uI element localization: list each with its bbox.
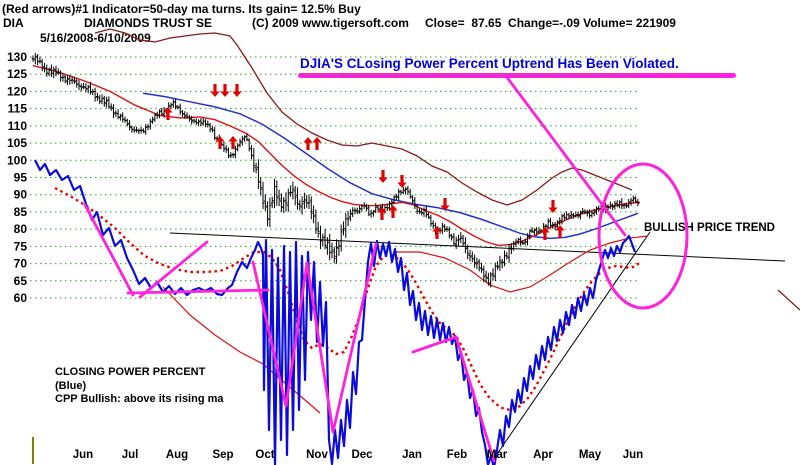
x-tick-label: Sep — [212, 449, 233, 461]
highlight-ellipse — [597, 162, 689, 310]
y-tick-label: 60 — [14, 291, 28, 305]
price-trendline — [169, 232, 786, 262]
x-tick-label: Nov — [306, 449, 328, 461]
x-tick-label: Dec — [351, 449, 373, 461]
lower-band-line — [395, 235, 649, 293]
buy-arrow-icon — [312, 137, 322, 150]
magenta-trendline — [454, 335, 496, 463]
y-tick-label: 90 — [14, 188, 28, 202]
buy-arrow-icon — [303, 137, 313, 150]
upper-band-line — [94, 28, 633, 206]
cpp-label-line3: CPP Bullish: above its rising ma — [55, 393, 224, 405]
buy-arrow-icon — [377, 207, 387, 220]
bullish-price-trend-label: BULLISH PRICE TREND — [644, 222, 775, 234]
y-tick-label: 110 — [8, 119, 28, 133]
magenta-trendline — [504, 74, 627, 237]
annotation-underline — [298, 73, 736, 78]
cpp-ma-dotted-line — [54, 186, 641, 412]
magenta-trendline — [284, 261, 309, 408]
y-tick-label: 130 — [7, 50, 27, 64]
y-tick-label: 95 — [14, 171, 28, 185]
y-tick-label: 115 — [8, 102, 28, 116]
buy-arrow-icon — [388, 205, 398, 218]
closing-power-line — [34, 159, 637, 465]
magenta-trendline — [83, 203, 135, 297]
magenta-trendline — [331, 242, 378, 434]
x-tick-label: Oct — [255, 449, 274, 461]
ticker-symbol: DIA — [3, 16, 24, 30]
buy-arrow-icon — [228, 136, 238, 149]
x-tick-label: Apr — [533, 449, 553, 461]
long-ma-line — [142, 92, 639, 240]
buy-arrow-icon — [432, 226, 442, 239]
magenta-trendline — [251, 260, 288, 408]
y-tick-label: 100 — [7, 153, 27, 167]
price-ohlc-bars — [31, 53, 640, 288]
y-tick-label: 105 — [7, 136, 27, 150]
x-tick-label: Jun — [623, 449, 643, 461]
buy-arrow-icon — [555, 225, 565, 238]
buy-arrow-icon — [540, 227, 550, 240]
y-tick-label: 125 — [7, 67, 27, 81]
x-tick-label: Jan — [402, 449, 422, 461]
band-stub-line — [777, 289, 800, 311]
x-tick-label: Mar — [487, 449, 508, 461]
cpp-label-line2: (Blue) — [55, 379, 87, 392]
sell-arrow-icon — [378, 170, 388, 183]
quote-readout: Close= 87.65 Change=-.09 Volume= 221909 — [425, 16, 676, 30]
x-tick-label: Jun — [73, 449, 93, 461]
sell-arrow-icon — [232, 84, 242, 97]
ma50-line — [32, 64, 641, 247]
date-range: 5/16/2008-6/10/2009 — [40, 31, 151, 45]
y-tick-label: 85 — [14, 205, 28, 219]
y-tick-label: 65 — [14, 274, 28, 288]
y-tick-label: 120 — [7, 84, 27, 98]
magenta-trendline — [411, 335, 458, 354]
buy-arrow-icon — [163, 107, 173, 120]
sell-arrow-icon — [440, 198, 450, 211]
x-tick-label: Jul — [122, 449, 139, 461]
sell-arrow-icon — [210, 84, 220, 97]
x-tick-label: May — [579, 449, 602, 461]
copyright-text: (C) 2009 www.tigersoft.com — [252, 16, 409, 30]
price-trendline — [494, 231, 651, 458]
violation-annotation: DJIA'S CLosing Power Percent Uptrend Has… — [300, 56, 679, 71]
x-tick-label: Feb — [447, 449, 467, 461]
lower-band-left-line — [162, 286, 321, 414]
security-name: DIAMONDS TRUST SE — [84, 16, 213, 30]
cpp-label-line1: CLOSING POWER PERCENT — [55, 366, 206, 378]
buy-arrow-icon — [215, 136, 225, 149]
y-tick-label: 80 — [14, 222, 28, 236]
sell-arrow-icon — [220, 84, 230, 97]
magenta-trendline — [305, 261, 335, 434]
magenta-trendline — [138, 240, 209, 299]
y-tick-label: 75 — [14, 239, 28, 253]
magenta-trendline — [126, 288, 270, 295]
y-tick-label: 70 — [14, 257, 28, 271]
sell-arrow-icon — [548, 200, 558, 213]
signal-summary-text: (Red arrows)#1 Indicator=50-day ma turns… — [2, 2, 361, 16]
x-tick-label: Aug — [166, 449, 188, 461]
sell-arrow-icon — [397, 175, 407, 188]
